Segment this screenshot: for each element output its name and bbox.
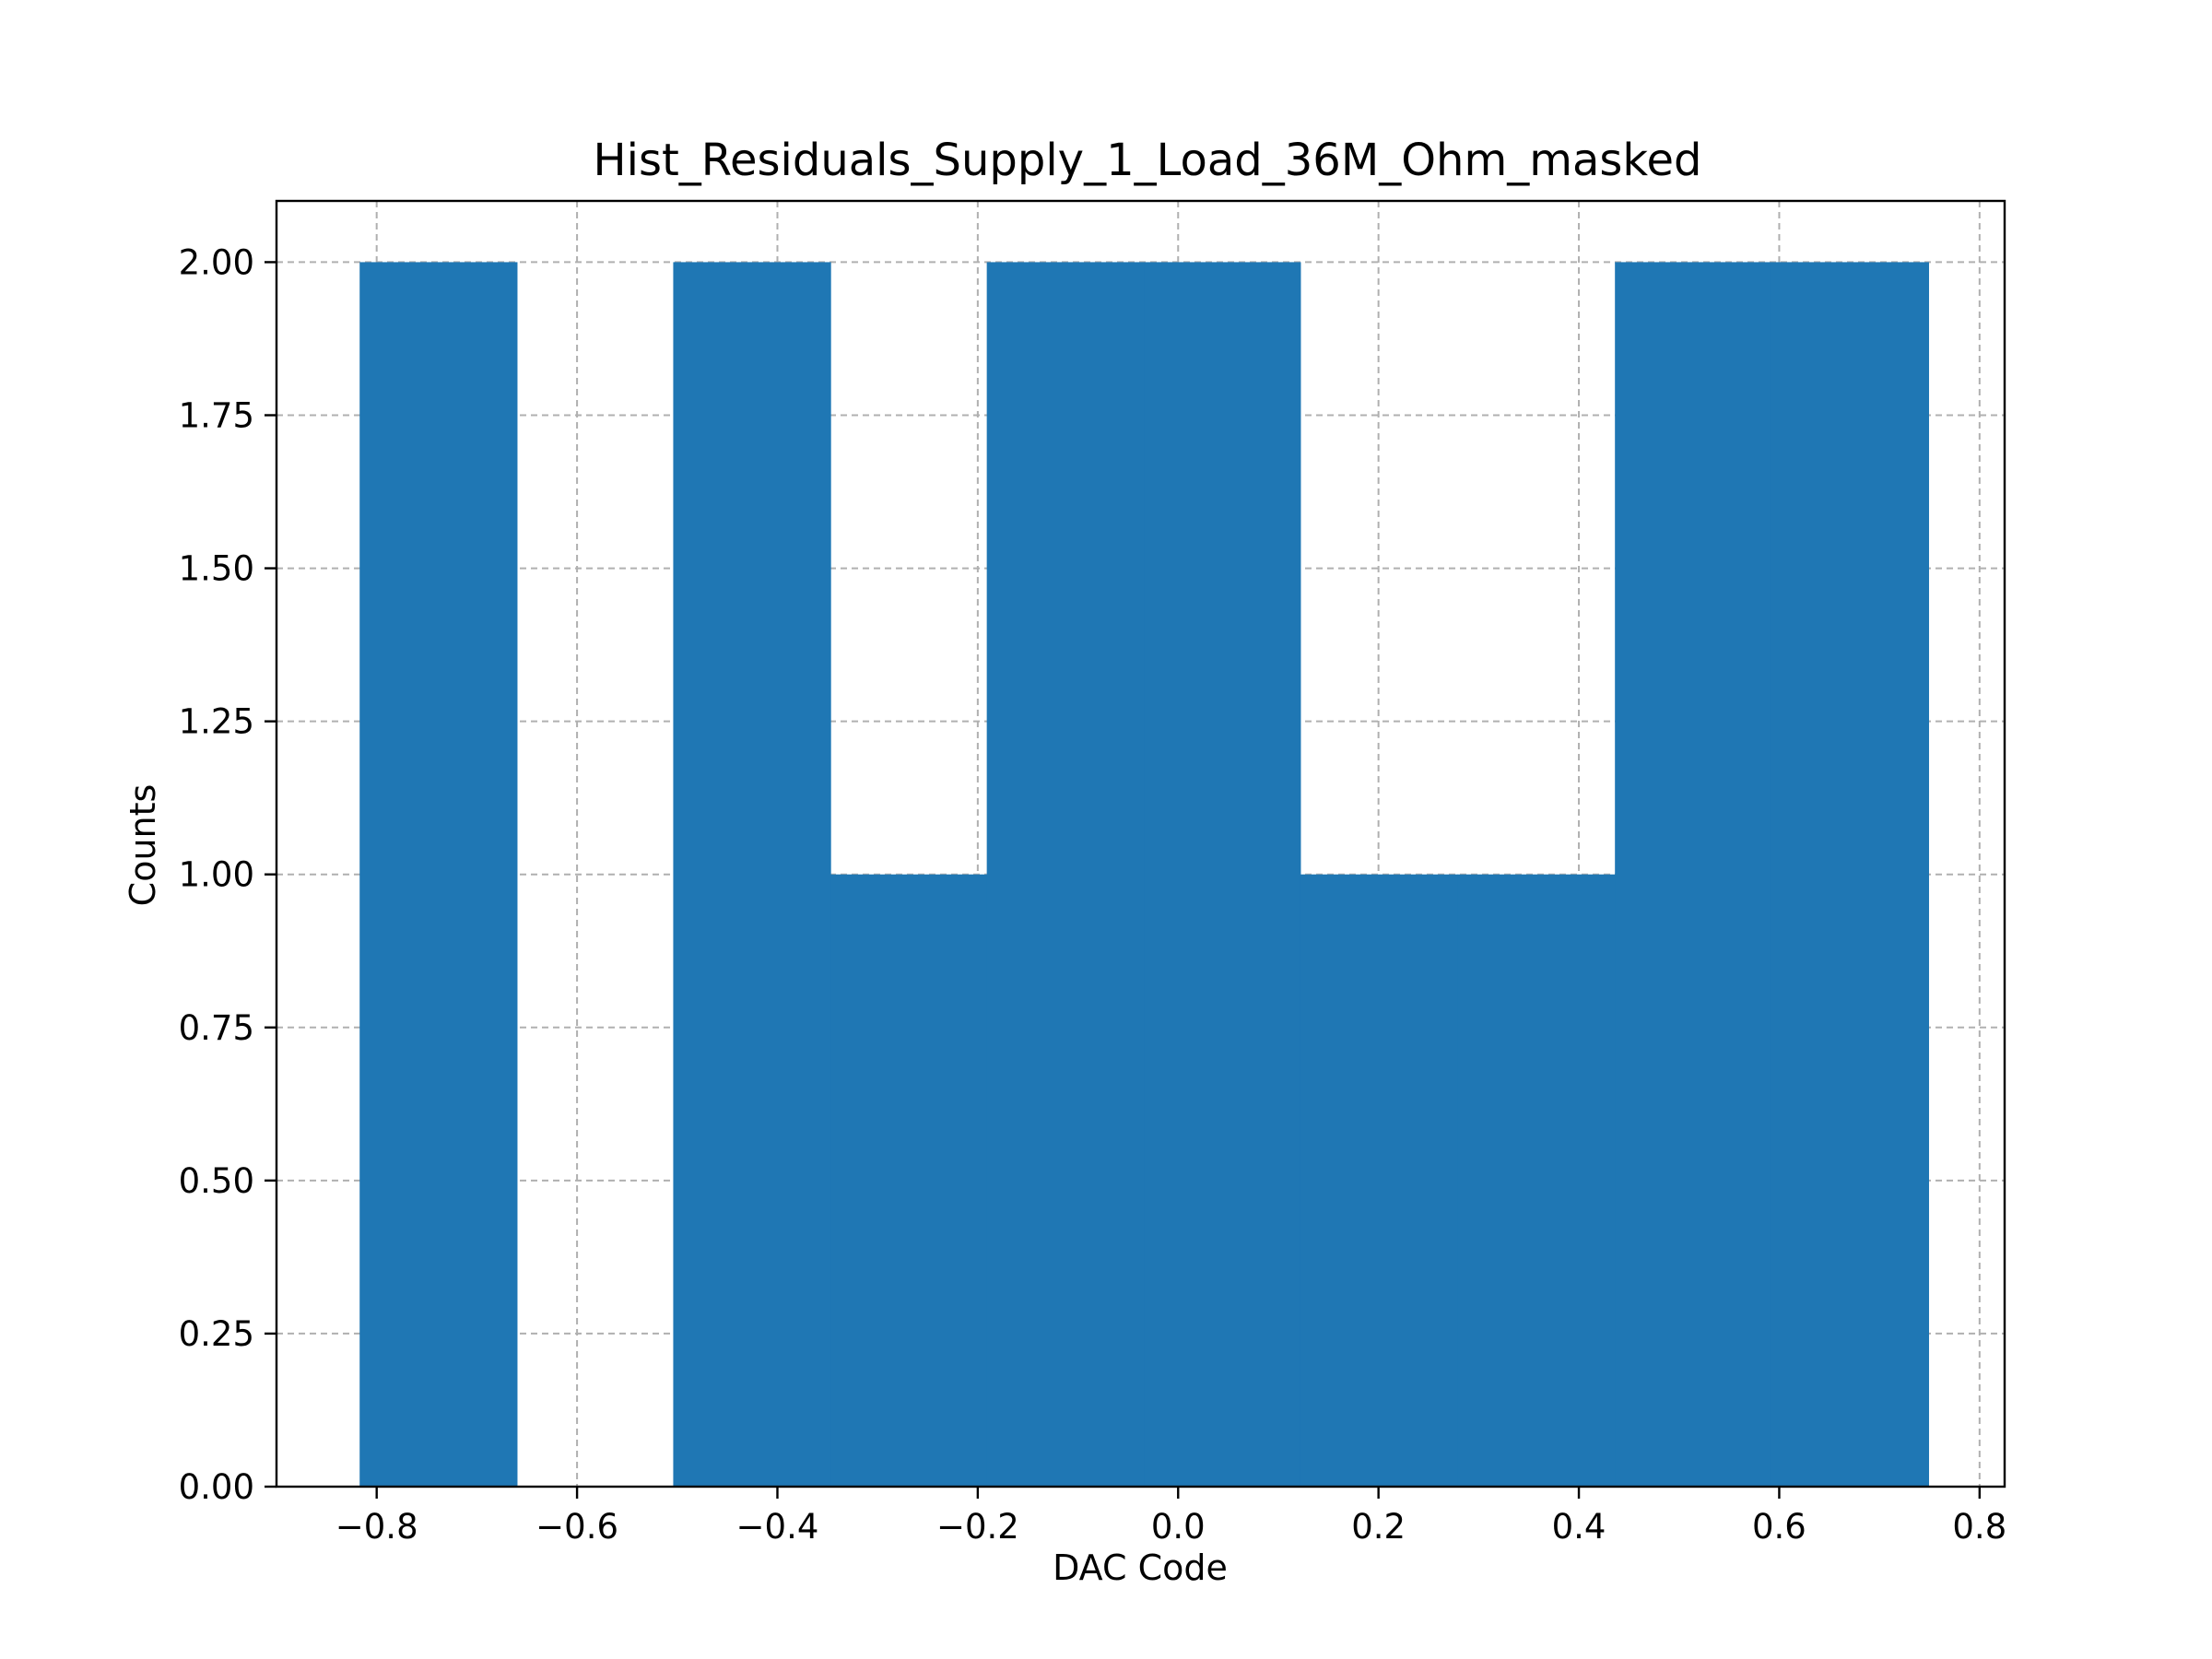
histogram-bar-2 (673, 262, 831, 1487)
y-tick-label-6: 1.50 (179, 549, 254, 589)
chart-title: Hist_Residuals_Supply_1_Load_36M_Ohm_mas… (594, 135, 1702, 186)
histogram-bar-0 (359, 262, 518, 1487)
y-tick-label-0: 0.00 (179, 1467, 254, 1507)
histogram-bars (359, 262, 1929, 1487)
x-tick-label-5: 0.2 (1351, 1507, 1406, 1547)
y-tick-label-5: 1.25 (179, 702, 254, 742)
y-tick-label-1: 0.25 (179, 1314, 254, 1354)
histogram-bar-5 (1144, 262, 1301, 1487)
x-axis-label: DAC Code (1053, 1547, 1228, 1588)
y-axis-ticks: 0.00 0.25 0.50 0.75 1.00 1.25 1.50 1.75 2.00 (179, 242, 276, 1507)
y-tick-label-4: 1.00 (179, 855, 254, 895)
plot-frame (275, 199, 2006, 1488)
x-tick-label-2: −0.4 (736, 1507, 819, 1547)
histogram-bar-4 (986, 262, 1145, 1487)
x-tick-label-1: −0.6 (535, 1507, 618, 1547)
x-axis-ticks: −0.8 −0.6 −0.4 −0.2 0.0 0.2 0.4 0.6 0.8 (335, 1487, 2006, 1547)
histogram-bar-7 (1457, 874, 1616, 1487)
histogram-bar-6 (1300, 874, 1459, 1487)
x-tick-label-7: 0.6 (1752, 1507, 1806, 1547)
histogram-bar-9 (1771, 262, 1929, 1487)
x-tick-label-0: −0.8 (335, 1507, 418, 1547)
y-axis-label: Counts (123, 784, 163, 907)
histogram-bar-3 (830, 874, 988, 1487)
y-tick-label-8: 2.00 (179, 242, 254, 282)
x-tick-label-4: 0.0 (1151, 1507, 1206, 1547)
y-tick-label-3: 0.75 (179, 1008, 254, 1048)
y-tick-label-7: 1.75 (179, 396, 254, 436)
x-tick-label-8: 0.8 (1952, 1507, 2006, 1547)
y-tick-label-2: 0.50 (179, 1161, 254, 1201)
histogram-bar-8 (1615, 262, 1772, 1487)
x-tick-label-6: 0.4 (1552, 1507, 1606, 1547)
x-tick-label-3: −0.2 (936, 1507, 1019, 1547)
